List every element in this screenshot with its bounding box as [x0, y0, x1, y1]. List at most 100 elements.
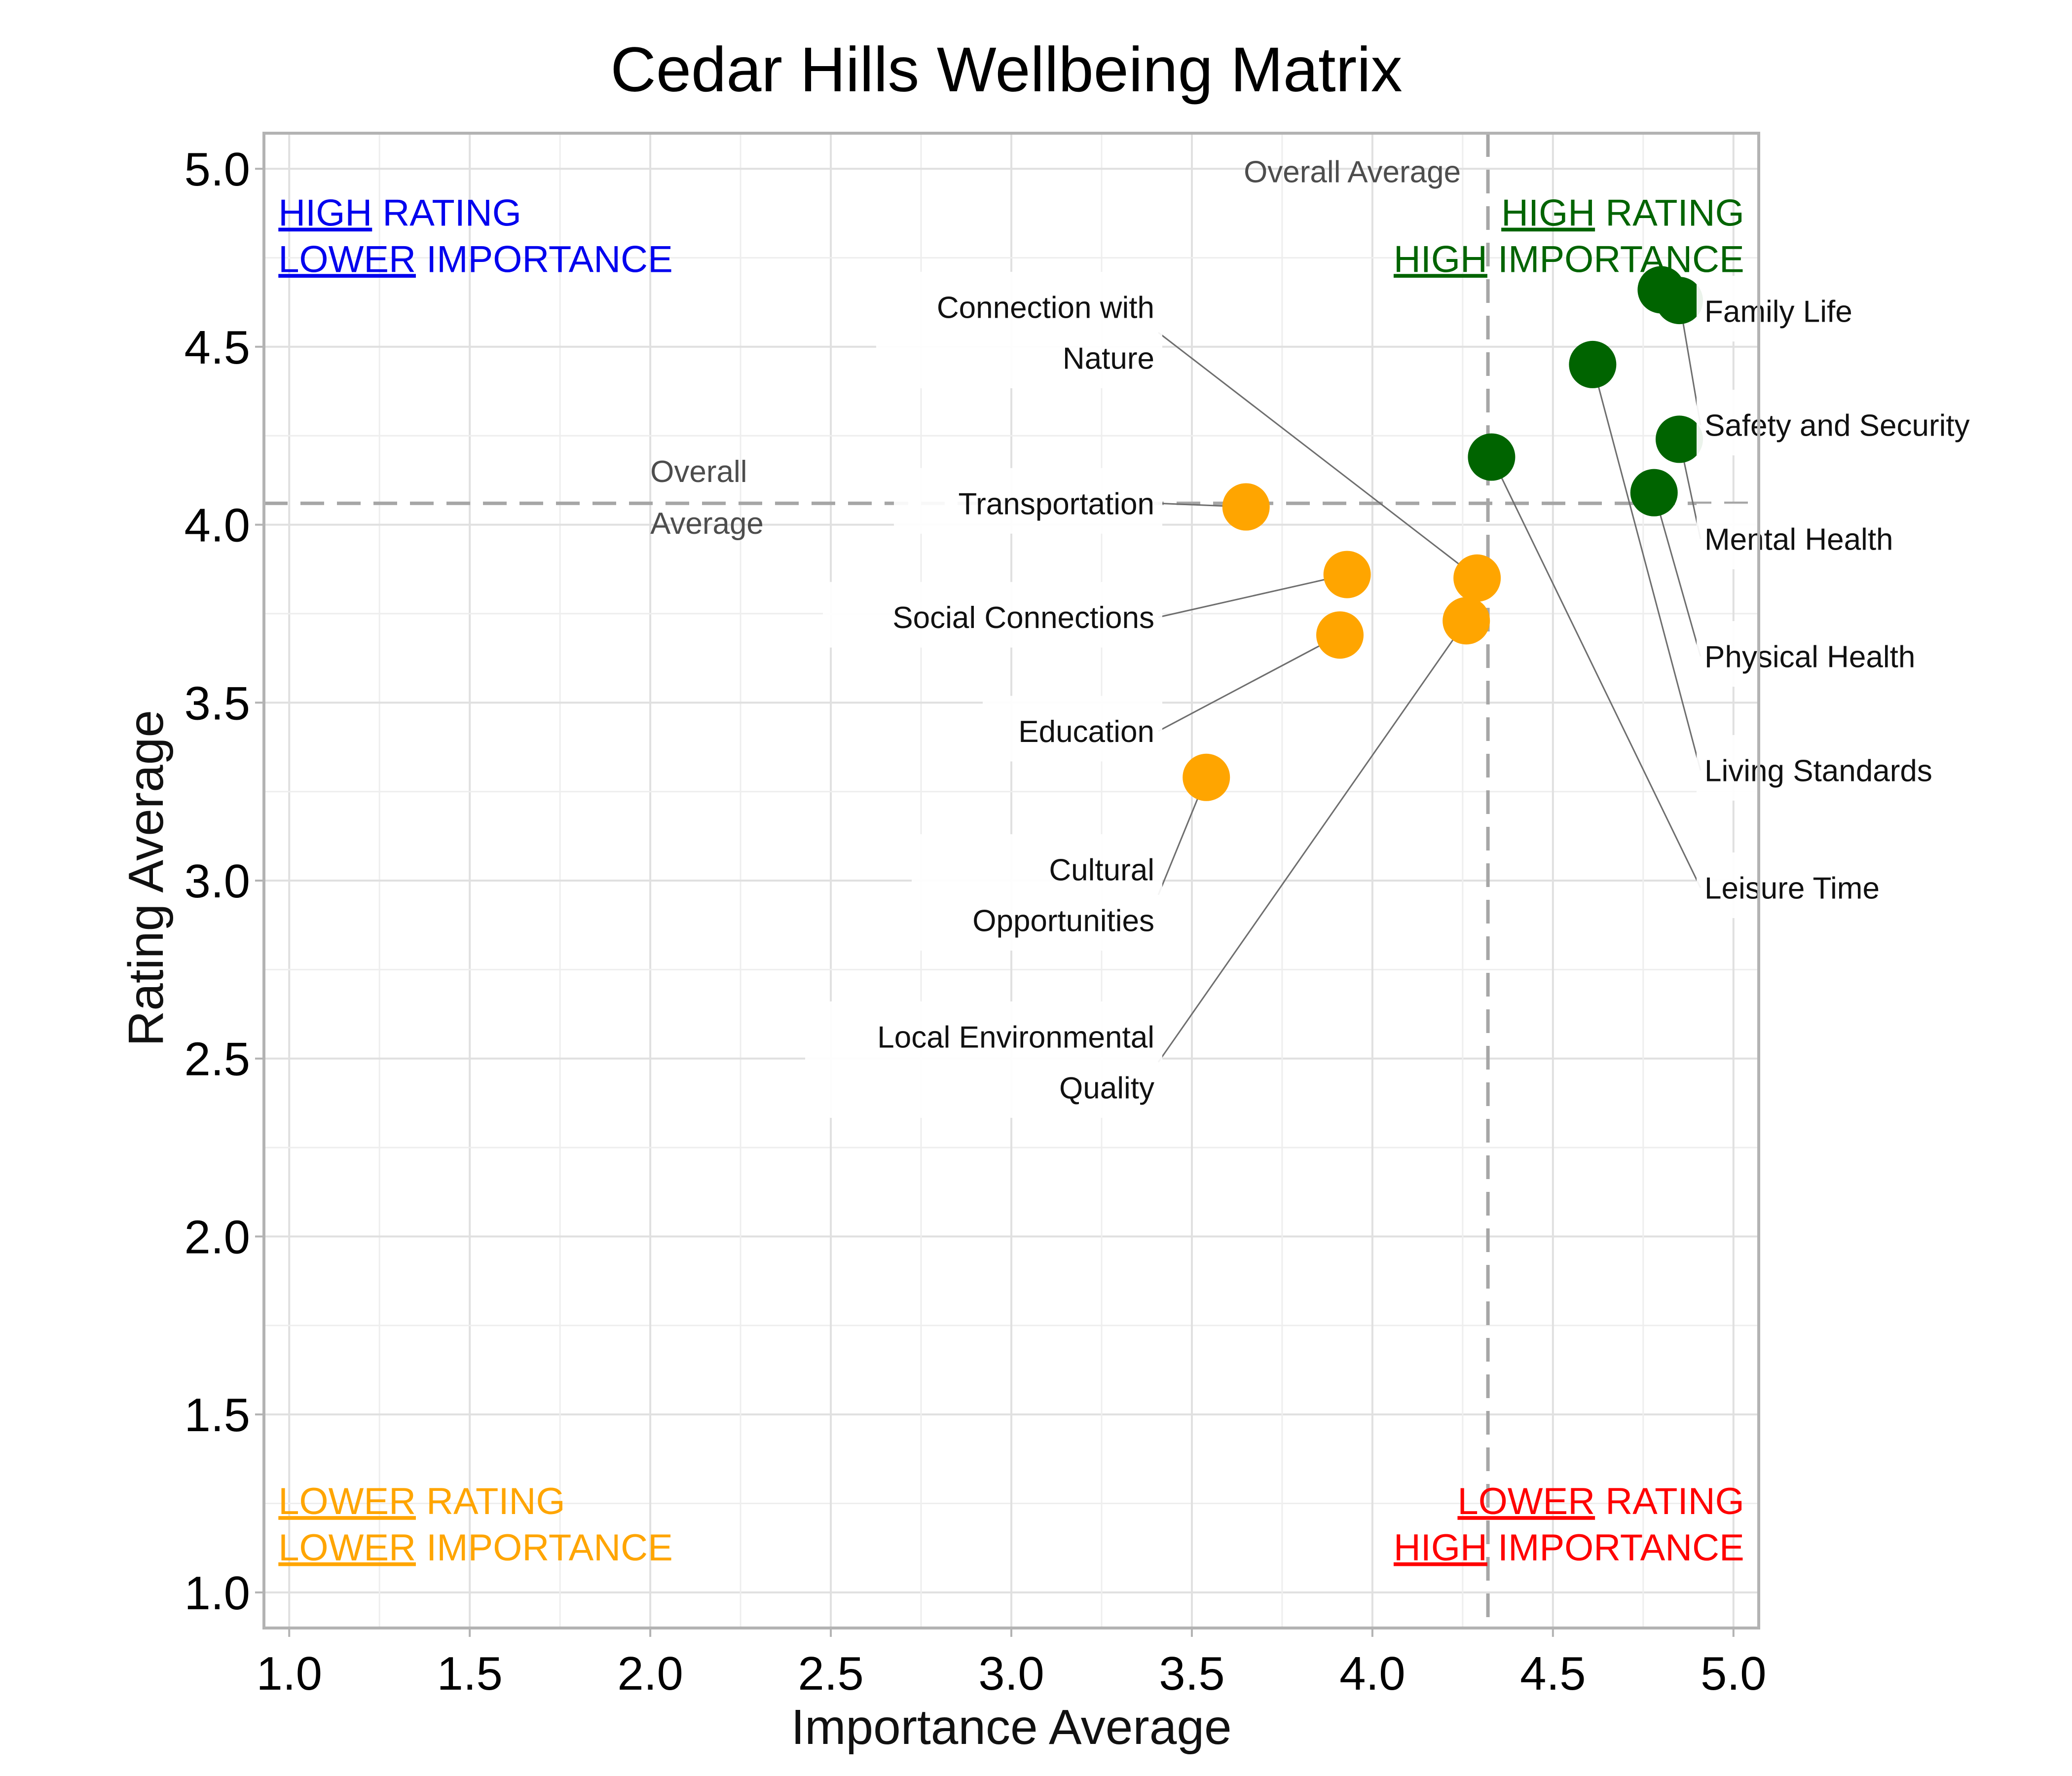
data-point: [1453, 554, 1501, 602]
point-label: Social Connections: [892, 601, 1154, 635]
x-tick-label: 1.5: [437, 1647, 502, 1700]
y-axis-ticks: 1.0 1.5 2.0 2.5 3.0 3.5 4.0 4.5 5.0: [185, 143, 264, 1620]
x-tick-label: 5.0: [1701, 1647, 1766, 1700]
leader-line: [1591, 364, 1702, 771]
quadrant-underlined-word: HIGH: [1501, 192, 1595, 234]
quadrant-word: IMPORTANCE: [416, 1527, 673, 1569]
x-axis-ticks: 1.0 1.5 2.0 2.5 3.0 3.5 4.0 4.5 5.0: [257, 1628, 1766, 1700]
point-label: Nature: [1063, 342, 1154, 376]
data-point: [1630, 469, 1678, 517]
point-label: Safety and Security: [1704, 409, 1970, 443]
quadrant-word: RATING: [372, 192, 521, 234]
quadrant-word: RATING: [416, 1480, 565, 1522]
leader-line: [1158, 634, 1340, 732]
point-label: Local Environmental: [877, 1020, 1154, 1054]
data-point: [1323, 551, 1371, 598]
quadrant-underlined-word: LOWER: [278, 1480, 416, 1522]
x-tick-label: 1.0: [257, 1647, 322, 1700]
y-tick-label: 5.0: [185, 143, 250, 196]
data-point: [1569, 340, 1617, 388]
point-label: Cultural: [1049, 853, 1154, 887]
quadrant-underlined-word: HIGH: [1394, 238, 1487, 280]
data-points: [1183, 266, 1703, 801]
point-label: Mental Health: [1704, 522, 1893, 556]
quadrant-underlined-word: HIGH: [278, 192, 372, 234]
y-average-note: Overall: [650, 455, 747, 489]
point-label: Family Life: [1704, 295, 1852, 329]
quadrant-underlined-word: LOWER: [278, 1527, 416, 1569]
data-point: [1468, 433, 1516, 481]
label-background: [1697, 621, 1983, 687]
point-label: Connection with: [937, 291, 1154, 325]
chart-title: Cedar Hills Wellbeing Matrix: [610, 35, 1402, 105]
point-label: Education: [1018, 715, 1154, 749]
y-average-note: Average: [650, 507, 764, 541]
x-tick-label: 2.0: [617, 1647, 683, 1700]
quadrant-underlined-word: HIGH: [1394, 1527, 1487, 1569]
x-tick-label: 3.5: [1159, 1647, 1224, 1700]
y-tick-label: 2.0: [185, 1211, 250, 1263]
label-background: [983, 696, 1162, 762]
leader-line: [1158, 574, 1347, 618]
quadrant-word: IMPORTANCE: [416, 238, 673, 280]
x-tick-label: 3.0: [978, 1647, 1044, 1700]
data-point: [1655, 277, 1703, 325]
label-background: [1697, 390, 2054, 456]
data-point: [1316, 611, 1364, 659]
label-background: [1697, 852, 1929, 918]
y-axis-title: Rating Average: [118, 710, 174, 1046]
quadrant-label-bottom-left: LOWER IMPORTANCE: [278, 1527, 673, 1569]
data-point: [1443, 597, 1490, 645]
point-label: Leisure Time: [1704, 871, 1880, 905]
y-tick-label: 3.0: [185, 855, 250, 908]
x-tick-label: 4.5: [1520, 1647, 1586, 1700]
y-tick-label: 4.0: [185, 499, 250, 552]
quadrant-label-top-right: HIGH IMPORTANCE: [1394, 238, 1744, 280]
point-label: Physical Health: [1704, 640, 1915, 674]
label-background: [912, 834, 1162, 951]
leader-line: [1157, 620, 1467, 1063]
y-tick-label: 4.5: [185, 321, 250, 374]
quadrant-word: RATING: [1595, 1480, 1744, 1522]
point-label: Opportunities: [972, 904, 1154, 938]
leader-line: [1158, 332, 1478, 579]
quadrant-label-top-left: HIGH RATING: [278, 192, 521, 234]
label-background: [894, 468, 1162, 534]
leader-line: [1653, 492, 1702, 657]
quadrant-label-bottom-right: HIGH IMPORTANCE: [1394, 1527, 1744, 1569]
quadrant-underlined-word: LOWER: [1457, 1480, 1595, 1522]
label-background: [805, 1001, 1162, 1118]
quadrant-word: RATING: [1595, 192, 1744, 234]
y-tick-label: 2.5: [185, 1033, 250, 1086]
x-tick-label: 4.0: [1339, 1647, 1405, 1700]
data-point: [1183, 753, 1230, 801]
label-background: [823, 582, 1162, 648]
y-tick-label: 1.5: [185, 1389, 250, 1442]
data-point: [1655, 415, 1703, 463]
label-background: [1697, 503, 1947, 569]
quadrant-word: IMPORTANCE: [1487, 238, 1744, 280]
label-background: [1697, 276, 1912, 342]
quadrant-label-bottom-right: LOWER RATING: [1457, 1480, 1744, 1522]
label-leader-lines: [1157, 289, 1702, 1063]
quadrant-label-top-right: HIGH RATING: [1501, 192, 1744, 234]
x-tick-label: 2.5: [798, 1647, 863, 1700]
point-labels: Family Life Safety and Security Mental Hea…: [805, 272, 2054, 1118]
y-tick-label: 1.0: [185, 1567, 250, 1620]
quadrant-label-bottom-left: LOWER RATING: [278, 1480, 565, 1522]
quadrant-word: IMPORTANCE: [1487, 1527, 1744, 1569]
leader-line: [1491, 456, 1702, 888]
point-label: Living Standards: [1704, 754, 1932, 788]
y-tick-label: 3.5: [185, 677, 250, 730]
x-axis-title: Importance Average: [791, 1700, 1231, 1755]
quadrant-underlined-word: LOWER: [278, 238, 416, 280]
x-average-note: Overall Average: [1244, 155, 1461, 189]
label-background: [876, 272, 1162, 388]
quadrant-label-top-left: LOWER IMPORTANCE: [278, 238, 673, 280]
point-label: Transportation: [959, 487, 1154, 521]
data-point: [1222, 483, 1270, 531]
label-background: [1697, 735, 2000, 801]
point-label: Quality: [1059, 1071, 1154, 1105]
